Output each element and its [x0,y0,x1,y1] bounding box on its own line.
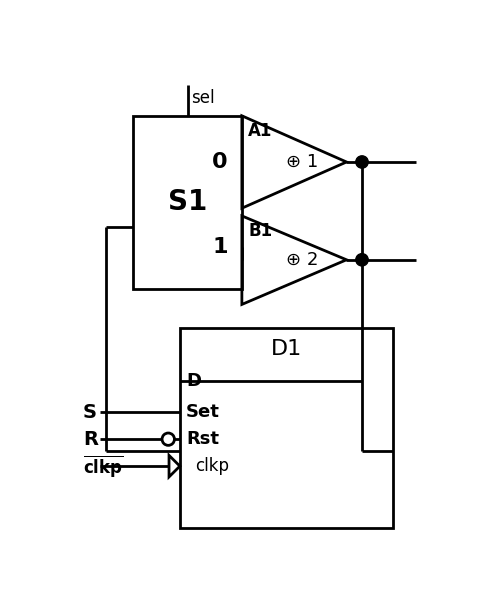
Bar [180,327,393,528]
Text: D: D [186,373,201,390]
Text: S: S [83,403,97,422]
Text: 0: 0 [212,152,228,172]
Text: Rst: Rst [186,430,219,448]
Text: B1: B1 [248,222,272,240]
Text: ⊕ 2: ⊕ 2 [286,251,318,269]
Text: ⊕ 1: ⊕ 1 [286,153,318,171]
Text: $\overline{\mathbf{clkp}}$: $\overline{\mathbf{clkp}}$ [83,453,123,479]
Circle shape [356,156,368,168]
Text: clkp: clkp [196,457,229,475]
Text: S1: S1 [168,188,207,217]
Text: Set: Set [186,403,220,421]
Bar [133,116,242,289]
Text: A1: A1 [248,122,272,140]
Text: 1: 1 [212,237,228,256]
Text: sel: sel [192,89,215,107]
Text: D1: D1 [271,339,302,359]
Circle shape [356,253,368,266]
Text: R: R [83,430,98,449]
